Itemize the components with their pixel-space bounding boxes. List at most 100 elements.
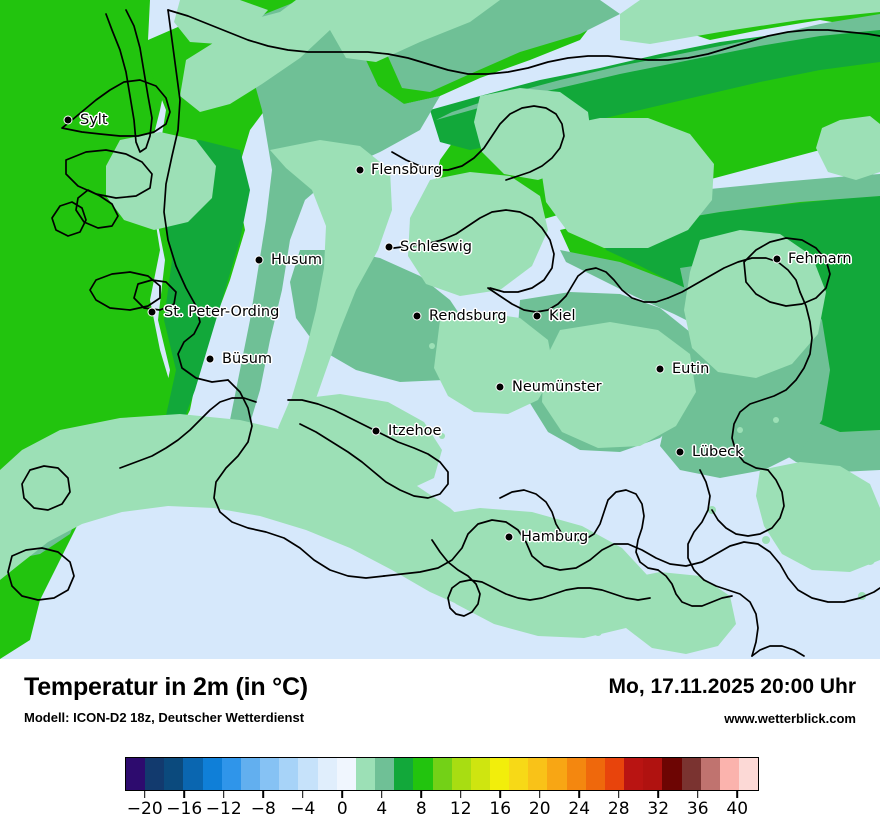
colorbar-tick [736,791,739,798]
colorbar-swatch [604,758,625,790]
city-label: Flensburg [371,162,443,178]
field-mint-green [0,0,880,654]
colorbar-swatch [585,758,605,790]
city-dot [205,354,215,364]
city-dot [495,382,505,392]
colorbar-swatch [528,758,548,790]
colorbar-tick-label: 4 [376,799,388,819]
colorbar-tick-label: 20 [528,799,551,819]
city-dot [63,115,73,125]
city-dot [675,447,685,457]
colorbar-swatch [566,758,586,790]
colorbar-tick-label: −8 [250,799,276,819]
colorbar-tick-label: 24 [568,799,591,819]
colorbar-tick [657,791,660,798]
temperature-field-svg [0,0,880,659]
colorbar-swatch [509,758,529,790]
colorbar-swatch [662,758,682,790]
city-dot [371,426,381,436]
city-label: St. Peter-Ording [164,304,280,320]
colorbar-swatch [681,758,701,790]
colorbar-tick-labels: −20 −16 −12 −8 −4 0 4 8 12 16 20 24 28 32 36 40 [125,799,757,825]
colorbar-tick [301,791,304,798]
colorbar-tick-label: 16 [489,799,512,819]
city-label: Schleswig [400,239,472,255]
city-label: Fehmarn [788,251,852,267]
city-label: Husum [271,252,322,268]
colorbar-swatch [739,758,759,790]
map-borders [7,9,880,657]
colorbar-swatch [624,758,644,790]
colorbar-swatch [317,758,337,790]
map-footer: Temperatur in 2m (in °C) Modell: ICON-D2… [0,659,880,830]
colorbar-swatch [700,758,720,790]
colorbar-ticks [125,791,757,799]
colorbar-tick-label: −20 [126,799,163,819]
colorbar-tick [499,791,502,798]
colorbar-swatch [355,758,376,790]
colorbar-swatch [221,758,241,790]
colorbar-swatch [547,758,567,790]
colorbar-tick-label: 40 [726,799,749,819]
colorbar-tick-label: 8 [415,799,427,819]
model-subtitle: Modell: ICON-D2 18z, Deutscher Wetterdie… [24,710,305,725]
colorbar-swatch [470,758,490,790]
city-dot [655,364,665,374]
colorbar-tick-label: 36 [686,799,709,819]
city-dot [254,255,264,265]
colorbar-tick-label: −16 [166,799,203,819]
colorbar-tick [222,791,225,798]
colorbar-swatch [394,758,414,790]
colorbar-swatch [336,758,356,790]
colorbar-tick [617,791,620,798]
colorbar-tick [459,791,462,798]
city-label: Sylt [80,112,108,128]
city-label: Rendsburg [429,308,507,324]
weather-map[interactable]: Sylt Flensburg Schleswig Fehmarn Husum St. Pe… [0,0,880,659]
colorbar-tick [380,791,383,798]
temperature-colorbar[interactable]: −20 −16 −12 −8 −4 0 4 8 12 16 20 24 28 32 36 40 [125,757,759,825]
colorbar-swatch [643,758,663,790]
colorbar-swatch [432,758,452,790]
colorbar-swatch [164,758,184,790]
city-dot [504,532,514,542]
colorbar-swatch [202,758,222,790]
colorbar-swatch [260,758,280,790]
colorbar-swatch [451,758,471,790]
colorbar-tick-label: 28 [607,799,630,819]
city-dot [412,311,422,321]
colorbar-tick-label: 0 [336,799,348,819]
colorbar-tick [420,791,423,798]
site-url-label: www.wetterblick.com [724,711,856,726]
city-dot [384,242,394,252]
city-label: Kiel [549,308,576,324]
colorbar-tick [696,791,699,798]
colorbar-tick-label: −12 [205,799,242,819]
colorbar-tick [143,791,146,798]
city-label: Itzehoe [388,423,442,439]
colorbar-tick [538,791,541,798]
colorbar-swatch [145,758,165,790]
city-dot [772,254,782,264]
colorbar-swatch [183,758,203,790]
colorbar-swatch [240,758,261,790]
city-label: Hamburg [521,529,589,545]
colorbar-tick [578,791,581,798]
city-label: Lübeck [692,444,744,460]
page-title: Temperatur in 2m (in °C) [24,673,308,701]
city-label: Eutin [672,361,710,377]
city-dot [532,311,542,321]
colorbar-swatch [126,758,146,790]
colorbar-swatch [719,758,739,790]
colorbar-tick-label: 12 [449,799,472,819]
colorbar-tick [183,791,186,798]
colorbar-swatch [279,758,299,790]
colorbar-swatches [125,757,759,791]
colorbar-swatch [375,758,395,790]
city-label: Büsum [222,351,273,367]
city-label: Neumünster [512,379,602,395]
colorbar-swatch [489,758,510,790]
city-dot [355,165,365,175]
city-dot [147,307,157,317]
colorbar-swatch [413,758,433,790]
